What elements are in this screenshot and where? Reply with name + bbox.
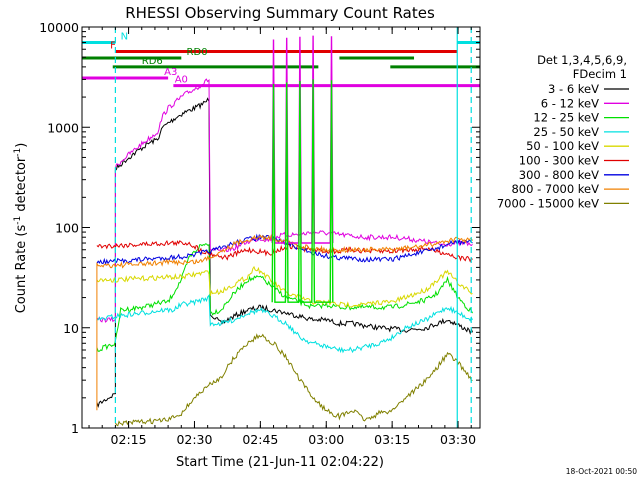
legend-label-800-7000-kev: 800 - 7000 keV xyxy=(511,182,599,196)
y-tick-label-10000: 10000 xyxy=(39,20,79,35)
x-tick-label-03-15: 03:15 xyxy=(374,432,410,447)
x-tick-label-03-00: 03:00 xyxy=(308,432,344,447)
legend-label-3-6-kev: 3 - 6 keV xyxy=(548,82,599,96)
timestamp: 18-Oct-2021 00:50 xyxy=(566,467,637,476)
flag-rd6-label: RD6 xyxy=(142,56,163,67)
legend-label-25-50-kev: 25 - 50 keV xyxy=(533,125,599,139)
x-axis-label: Start Time (21-Jun-11 02:04:22) xyxy=(176,455,384,470)
y-tick-label-10: 10 xyxy=(63,321,79,336)
flag-a3-label: A3 xyxy=(164,67,177,78)
legend-label-100-300-kev: 100 - 300 keV xyxy=(519,154,599,168)
flag-f-label: F xyxy=(110,40,116,51)
series-12-25-kev-spikes xyxy=(271,79,334,303)
legend-label-300-800-kev: 300 - 800 keV xyxy=(519,168,599,182)
legend-label-6-12-kev: 6 - 12 keV xyxy=(541,96,599,110)
x-tick-label-02-15: 02:15 xyxy=(111,432,147,447)
series-7000-15000-kev xyxy=(114,333,473,427)
attenuator-markers xyxy=(114,27,472,428)
series-6-12-kev-spikes xyxy=(271,35,334,244)
series-800-7000-kev xyxy=(96,234,473,411)
series-6-12-kev xyxy=(96,78,473,323)
flag-n-label: N xyxy=(121,32,128,43)
legend-label-12-25-kev: 12 - 25 keV xyxy=(533,111,599,125)
legend-label-7000-15000-kev: 7000 - 15000 keV xyxy=(497,196,599,210)
series-25-50-kev xyxy=(96,293,473,354)
legend-label-50-100-kev: 50 - 100 keV xyxy=(526,139,599,153)
y-tick-label-100: 100 xyxy=(55,221,79,236)
chart-title: RHESSI Observing Summary Count Rates xyxy=(125,4,435,22)
x-tick-label-02-45: 02:45 xyxy=(242,432,278,447)
series-layer xyxy=(96,35,473,427)
legend-header-line-2: FDecim 1 xyxy=(573,67,627,81)
y-tick-label-1000: 1000 xyxy=(47,120,79,135)
x-tick-label-02-30: 02:30 xyxy=(176,432,212,447)
y-tick-label-1: 1 xyxy=(71,421,79,436)
y-axis-label: Count Rate (s-1 detector-1) xyxy=(13,143,29,314)
x-tick-label-03-30: 03:30 xyxy=(440,432,476,447)
y-axis-ticks: 1 10 100 1000 10000 xyxy=(39,20,480,436)
x-axis-ticks: 02:15 02:30 02:45 03:00 03:15 03:30 xyxy=(88,27,476,447)
legend-header-line-1: Det 1,3,4,5,6,9, xyxy=(537,53,627,67)
flag-a0-label: A0 xyxy=(175,75,188,86)
series-3-6-kev xyxy=(96,97,473,408)
series-100-300-kev xyxy=(96,240,473,263)
flag-rd0-label: RD0 xyxy=(187,47,208,58)
